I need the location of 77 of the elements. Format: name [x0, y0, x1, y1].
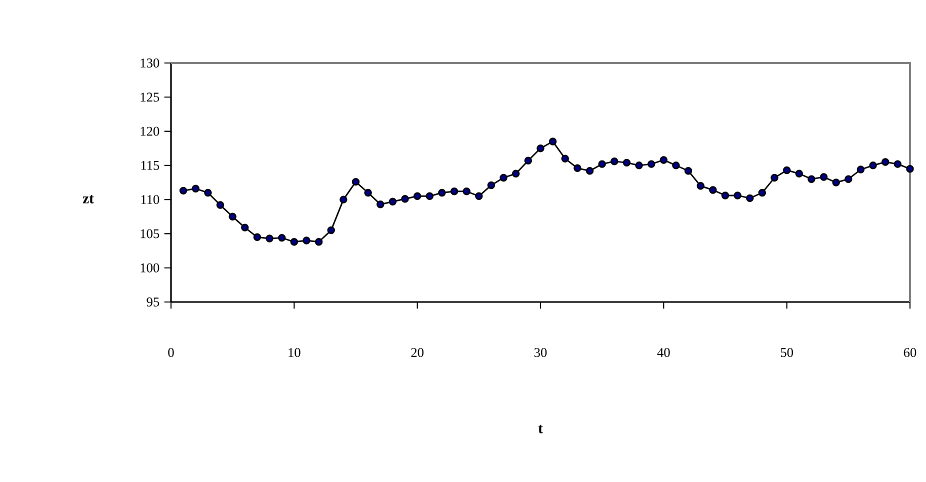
point: [894, 160, 902, 168]
point: [401, 195, 409, 203]
point: [352, 178, 360, 186]
y-tick-label: 110: [141, 195, 160, 204]
y-axis-title: zt: [82, 195, 94, 204]
point: [204, 188, 212, 197]
point: [266, 234, 274, 242]
point: [622, 158, 631, 167]
point: [746, 194, 754, 202]
y-tick-label: 130: [140, 58, 160, 68]
point: [179, 186, 188, 195]
point: [782, 166, 791, 174]
point: [795, 170, 804, 178]
point: [388, 198, 397, 206]
point: [364, 188, 372, 197]
point: [647, 160, 656, 168]
point: [832, 178, 840, 186]
point: [721, 192, 730, 200]
point: [610, 157, 618, 166]
point: [770, 174, 778, 182]
point: [906, 164, 914, 173]
point: [574, 164, 582, 172]
point: [758, 188, 766, 197]
point: [660, 156, 668, 164]
point: [844, 175, 852, 183]
point: [302, 236, 310, 244]
y-tick-label: 115: [141, 160, 160, 170]
point: [413, 192, 422, 200]
point: [216, 201, 224, 209]
point: [709, 186, 717, 194]
point: [228, 212, 236, 221]
x-tick-label: 30: [534, 348, 547, 358]
point: [340, 196, 348, 204]
point: [808, 175, 816, 183]
point: [241, 224, 249, 232]
point: [548, 138, 557, 146]
point: [462, 188, 470, 196]
point: [684, 167, 692, 175]
x-tick-label: 10: [288, 348, 300, 358]
x-tick-label: 50: [780, 348, 793, 358]
point: [696, 182, 704, 190]
point: [856, 166, 865, 174]
x-tick-label: 0: [168, 348, 174, 358]
point: [438, 188, 446, 197]
y-tick-label: 120: [140, 126, 160, 136]
y-tick-label: 125: [140, 92, 160, 102]
y-tick-label: 105: [140, 229, 160, 238]
point: [512, 170, 520, 178]
y-tick-label: 95: [146, 298, 160, 306]
x-tick-label: 40: [657, 348, 670, 358]
point: [586, 167, 594, 175]
point: [881, 158, 890, 166]
point: [278, 234, 286, 242]
point: [734, 192, 742, 200]
point: [475, 192, 483, 200]
x-tick-label: 20: [411, 348, 424, 358]
point: [450, 188, 458, 196]
point: [314, 238, 323, 246]
point: [635, 162, 643, 170]
x-axis-title: t: [538, 424, 543, 434]
point: [376, 200, 384, 208]
point: [820, 173, 828, 181]
point: [290, 238, 298, 246]
point: [192, 184, 200, 193]
point: [327, 226, 335, 234]
point: [524, 156, 532, 165]
point: [869, 162, 877, 170]
point: [561, 154, 569, 162]
point: [672, 162, 680, 170]
point: [253, 233, 262, 241]
x-tick-label: 60: [904, 348, 916, 358]
point: [536, 144, 544, 152]
point: [426, 192, 434, 200]
point: [487, 181, 496, 190]
y-tick-label: 100: [140, 263, 160, 272]
point: [598, 160, 606, 168]
point: [500, 174, 508, 182]
